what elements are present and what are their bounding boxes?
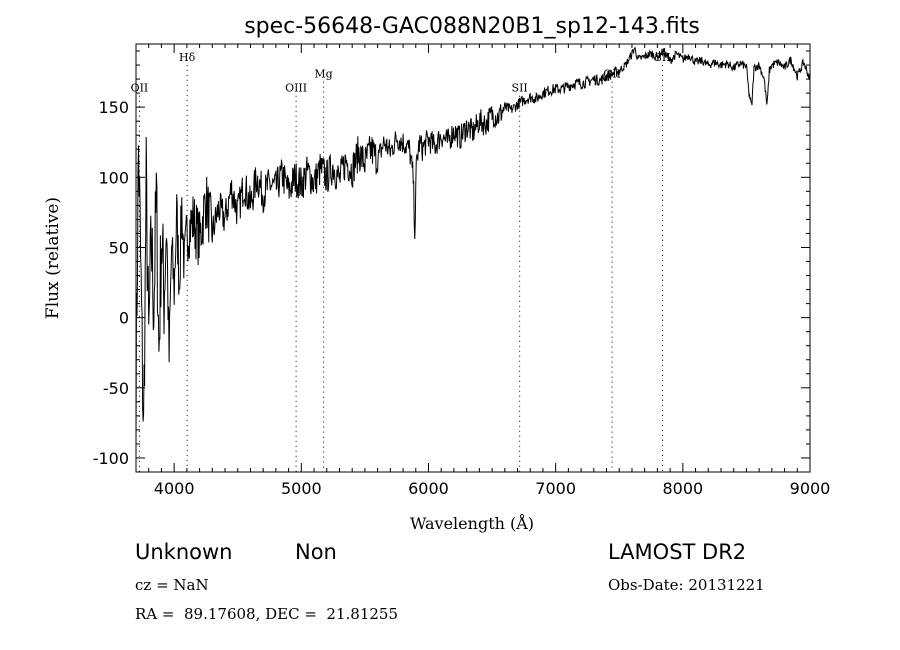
x-tick-label: 7000 xyxy=(535,479,576,498)
spectrum-line xyxy=(135,46,811,444)
x-tick-label: 6000 xyxy=(408,479,449,498)
spectral-line-label: OIII xyxy=(285,82,307,95)
x-tick-label: 9000 xyxy=(790,479,831,498)
survey-label: LAMOST DR2 xyxy=(608,540,747,564)
y-tick-label: 100 xyxy=(98,168,129,187)
y-tick-label: -100 xyxy=(93,449,129,468)
ra-dec-label: RA = 89.17608, DEC = 21.81255 xyxy=(135,605,399,623)
y-tick-label: 50 xyxy=(109,238,129,257)
class-label: Unknown xyxy=(135,540,233,564)
plot-frame xyxy=(135,43,811,473)
y-tick-label: 0 xyxy=(119,309,129,328)
y-tick-label: -50 xyxy=(103,379,129,398)
x-tick-label: 5000 xyxy=(281,479,322,498)
spectral-line-label: Mg xyxy=(314,68,332,81)
y-tick-label: 150 xyxy=(98,98,129,117)
subclass-label: Non xyxy=(295,540,337,564)
chart-title: spec-56648-GAC088N20B1_sp12-143.fits xyxy=(244,14,700,39)
spectral-line-label: SII xyxy=(512,82,528,95)
x-tick-label: 4000 xyxy=(154,479,195,498)
x-axis-label: Wavelength (Å) xyxy=(410,513,534,533)
y-axis-label: Flux (relative) xyxy=(43,197,63,319)
x-tick-label: 8000 xyxy=(662,479,703,498)
spectral-line-label: Hδ xyxy=(179,51,196,64)
obs-date-label: Obs-Date: 20131221 xyxy=(608,576,765,594)
redshift-label: cz = NaN xyxy=(135,576,209,594)
spectral-line-label: OII xyxy=(131,82,149,95)
